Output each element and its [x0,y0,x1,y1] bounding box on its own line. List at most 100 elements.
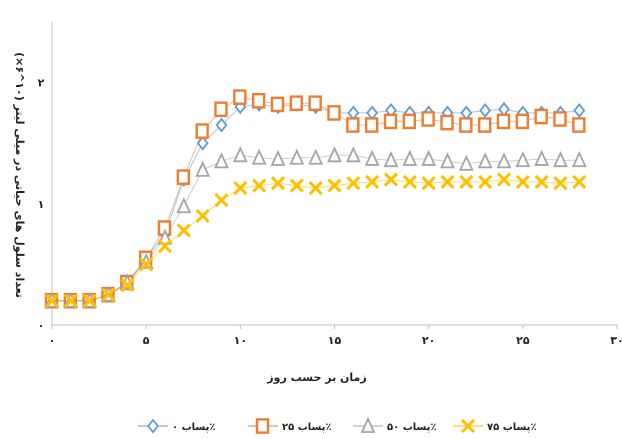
data-point [214,152,229,169]
x-tick-label: ۱۰ [234,334,247,347]
data-point [327,178,342,193]
data-point [289,148,305,165]
legend-label: پساب ۵۰٪ [387,422,437,433]
data-point [215,117,228,133]
data-point [402,174,417,190]
x-tick-label: ۵ [143,334,150,347]
x-axis-title: زمان بر حسب روز [266,371,366,384]
data-point [327,105,341,121]
data-point [233,89,247,105]
data-point [478,174,493,190]
y-tick-label: ۰ [38,319,45,332]
data-point [214,101,228,118]
data-point [366,105,379,121]
y-axis-ticks: ۰ ۱ ۲ [38,77,45,332]
data-point [270,176,286,191]
data-point [365,174,380,190]
x-tick-label: ۲۵ [516,334,530,347]
data-point [553,151,568,168]
y-axis-title: تعداد سلول های حیاتی در میلی لیتر (۱۰^۶×… [13,52,26,298]
data-point [440,174,455,190]
legend-item: پساب ۲۵٪ [248,418,332,434]
data-point [176,197,192,214]
data-point [571,151,587,168]
x-tick-label: ۰ [49,334,56,347]
data-point [573,103,586,118]
x-axis-ticks: ۰ ۵ ۱۰ ۱۵ ۲۰ ۲۵ ۳۰ [49,325,622,347]
data-point [402,113,417,130]
legend: پساب ۰٪ پساب ۲۵٪ پساب ۵۰٪ پساب ۷۵٪ [138,416,537,434]
data-point [195,123,209,139]
data-point [120,277,135,293]
data-point [553,176,568,191]
data-point [327,146,342,163]
data-point [440,114,454,131]
data-point [157,228,173,245]
data-point [176,223,191,238]
data-point [421,176,436,191]
data-point [496,113,511,130]
data-point [346,176,361,191]
data-point [270,96,285,113]
data-point [460,105,473,121]
data-point [534,174,549,190]
data-point [139,257,154,272]
legend-label: پساب ۲۵٪ [282,422,332,433]
data-point [534,108,548,125]
legend-marker [460,418,476,434]
y-tick-label: ۱ [38,198,45,211]
data-point [308,180,323,196]
data-point [232,146,248,163]
data-point [496,152,512,169]
series-line [52,103,580,302]
data-point [477,117,492,133]
data-point [383,172,399,187]
data-point [515,151,531,168]
data-point [364,117,379,133]
legend-item: پساب ۵۰٪ [353,416,437,433]
data-point [553,111,567,127]
data-point [308,95,322,112]
data-point [252,178,267,193]
data-point [402,149,418,166]
data-point [498,101,510,117]
data-point [195,208,210,223]
data-point [233,180,248,196]
data-point [421,111,435,127]
legend-item: پساب ۷۵٪ [453,418,537,434]
data-point [421,149,437,166]
data-point [479,103,492,118]
data-point [496,172,512,187]
data-point [251,92,266,109]
x-tick-label: ۲۰ [422,334,435,347]
y-tick-label: ۲ [38,77,45,90]
data-point [572,174,587,190]
data-point [534,149,550,166]
data-point [572,117,586,133]
data-point [346,117,360,133]
legend-marker [255,418,270,434]
data-point [383,151,399,168]
data-point [44,293,60,308]
data-point [289,178,304,193]
legend-label: پساب ۰٪ [172,422,215,433]
data-point [515,113,530,130]
data-point [383,113,398,130]
data-point [251,148,267,165]
series-markers [44,89,587,309]
data-point [63,293,78,308]
data-point [347,105,360,121]
x-tick-label: ۱۵ [328,334,342,347]
data-point [459,174,474,190]
legend-marker [147,418,159,434]
data-point [458,154,474,171]
data-point [195,160,211,177]
data-point [101,287,116,302]
data-point [214,193,229,208]
data-point [196,135,209,151]
data-point [477,152,493,169]
data-point [345,146,361,163]
data-point [82,293,97,308]
plot-frame [51,22,617,326]
